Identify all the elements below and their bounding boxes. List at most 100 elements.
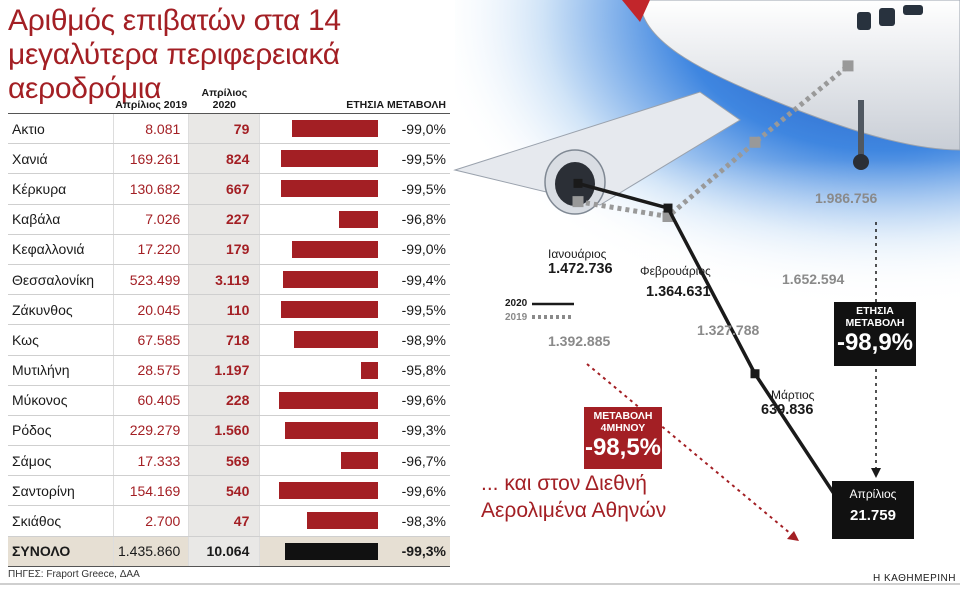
airport-name: Χανιά	[8, 143, 114, 175]
passengers-2020: 10.064	[188, 536, 260, 567]
change-bar-cell	[259, 536, 385, 567]
passengers-2019: 17.333	[113, 445, 189, 477]
passengers-2020: 1.197	[188, 355, 260, 386]
label-march: Μάρτιος 639.836	[761, 388, 814, 418]
passengers-2020: 718	[188, 324, 260, 356]
change-bar	[341, 452, 379, 470]
airport-name: Καβάλα	[8, 204, 114, 235]
change-percent: -99,3%	[384, 415, 450, 447]
change-bar	[278, 391, 379, 409]
passengers-2020: 47	[188, 505, 260, 537]
change-bar-cell	[259, 294, 385, 326]
column-header-2020: Απρίλιος 2020	[188, 85, 260, 114]
passengers-2019: 8.081	[113, 113, 189, 145]
change-bar-cell	[259, 173, 385, 205]
passengers-2019: 130.682	[113, 173, 189, 205]
four-month-value: -98,5%	[584, 434, 662, 461]
table-row: Κως 67.585 718 -98,9%	[8, 324, 450, 356]
change-percent: -99,5%	[384, 294, 450, 326]
change-percent: -98,3%	[384, 505, 450, 537]
month-label-january: Ιανουάριος	[548, 247, 607, 261]
change-bar	[291, 240, 379, 258]
passengers-2019: 229.279	[113, 415, 189, 447]
passengers-2020: 540	[188, 475, 260, 507]
change-bar	[280, 180, 379, 198]
change-percent: -99,5%	[384, 143, 450, 175]
table-row: Καβάλα 7.026 227 -96,8%	[8, 204, 450, 235]
airport-name: Μύκονος	[8, 385, 114, 416]
source-note: ΠΗΓΕΣ: Fraport Greece, ΔΑΑ	[8, 569, 140, 580]
change-bar	[360, 361, 379, 379]
change-bar-cell	[259, 415, 385, 447]
passengers-2019: 17.220	[113, 234, 189, 265]
airport-name: Κως	[8, 324, 114, 356]
yearly-change-caption: ΕΤΗΣΙΑ ΜΕΤΑΒΟΛΗ	[845, 305, 905, 329]
publisher-brand: Η ΚΑΘΗΜΕΡΙΝΗ	[872, 573, 956, 584]
passengers-2019: 2.700	[113, 505, 189, 537]
value-2019-march: 1.652.594	[782, 271, 845, 287]
change-bar	[280, 301, 379, 319]
change-bar-cell	[259, 113, 385, 145]
value-2020-march: 639.836	[761, 402, 814, 418]
airport-name: ΣΥΝΟΛΟ	[8, 536, 114, 567]
airport-name: Σκιάθος	[8, 505, 114, 537]
change-bar	[306, 512, 379, 530]
airport-name: Ρόδος	[8, 415, 114, 447]
airport-name: Σαντορίνη	[8, 475, 114, 507]
change-percent: -96,8%	[384, 204, 450, 235]
change-percent: -95,8%	[384, 355, 450, 386]
table-row: Θεσσαλονίκη 523.499 3.119 -99,4%	[8, 264, 450, 296]
change-bar-cell	[259, 143, 385, 175]
airport-name: Ακτιο	[8, 113, 114, 145]
change-percent: -98,9%	[384, 324, 450, 356]
passengers-2019: 7.026	[113, 204, 189, 235]
value-2019-january: 1.392.885	[548, 333, 611, 349]
passengers-2020: 824	[188, 143, 260, 175]
passengers-2019: 60.405	[113, 385, 189, 416]
passengers-2020: 3.119	[188, 264, 260, 296]
change-percent: -99,0%	[384, 234, 450, 265]
passengers-2020: 1.560	[188, 415, 260, 447]
yearly-change-box: ΕΤΗΣΙΑ ΜΕΤΑΒΟΛΗ -98,9%	[834, 302, 916, 366]
table-row: Χανιά 169.261 824 -99,5%	[8, 143, 450, 175]
passengers-2019: 523.499	[113, 264, 189, 296]
value-2019-april: 1.986.756	[815, 190, 878, 206]
value-2020-february: 1.364.631	[646, 284, 711, 300]
change-bar-cell	[259, 355, 385, 386]
airport-name: Θεσσαλονίκη	[8, 264, 114, 296]
table-row: Σάμος 17.333 569 -96,7%	[8, 445, 450, 477]
passengers-2019: 28.575	[113, 355, 189, 386]
athens-caption: ... και στον Διεθνή Αερολιμένα Αθηνών	[481, 472, 667, 522]
airport-name: Μυτιλήνη	[8, 355, 114, 386]
value-2020-april: 21.759	[850, 507, 896, 524]
column-header-2019: Απρίλιος 2019	[113, 85, 189, 114]
airport-table: Απρίλιος 2019 Απρίλιος 2020 ΕΤΗΣΙΑ ΜΕΤΑΒ…	[8, 85, 450, 567]
change-bar-cell	[259, 264, 385, 296]
passengers-2019: 67.585	[113, 324, 189, 356]
label-february: Φεβρουάριος 1.364.631	[640, 264, 711, 300]
passengers-2020: 667	[188, 173, 260, 205]
change-bar	[291, 120, 379, 137]
passengers-2020: 228	[188, 385, 260, 416]
change-bar	[278, 482, 379, 500]
table-row: Σαντορίνη 154.169 540 -99,6%	[8, 475, 450, 507]
change-bar-cell	[259, 505, 385, 537]
change-percent: -99,4%	[384, 264, 450, 296]
table-header-row: Απρίλιος 2019 Απρίλιος 2020 ΕΤΗΣΙΑ ΜΕΤΑΒ…	[8, 85, 450, 114]
passengers-2019: 154.169	[113, 475, 189, 507]
table-row: Ακτιο 8.081 79 -99,0%	[8, 113, 450, 145]
change-bar-cell	[259, 475, 385, 507]
airport-name: Κεφαλλονιά	[8, 234, 114, 265]
passengers-2020: 179	[188, 234, 260, 265]
table-row: Μυτιλήνη 28.575 1.197 -95,8%	[8, 355, 450, 386]
change-bar	[285, 421, 379, 439]
airport-name: Σάμος	[8, 445, 114, 477]
passengers-2020: 569	[188, 445, 260, 477]
column-header-airport	[8, 85, 114, 114]
four-month-caption: ΜΕΤΑΒΟΛΗ 4ΜΗΝΟΥ	[593, 410, 653, 434]
change-bar-cell	[259, 324, 385, 356]
passengers-2019: 169.261	[113, 143, 189, 175]
change-percent: -99,0%	[384, 113, 450, 145]
change-bar	[339, 210, 379, 228]
table-row: Σκιάθος 2.700 47 -98,3%	[8, 505, 450, 537]
